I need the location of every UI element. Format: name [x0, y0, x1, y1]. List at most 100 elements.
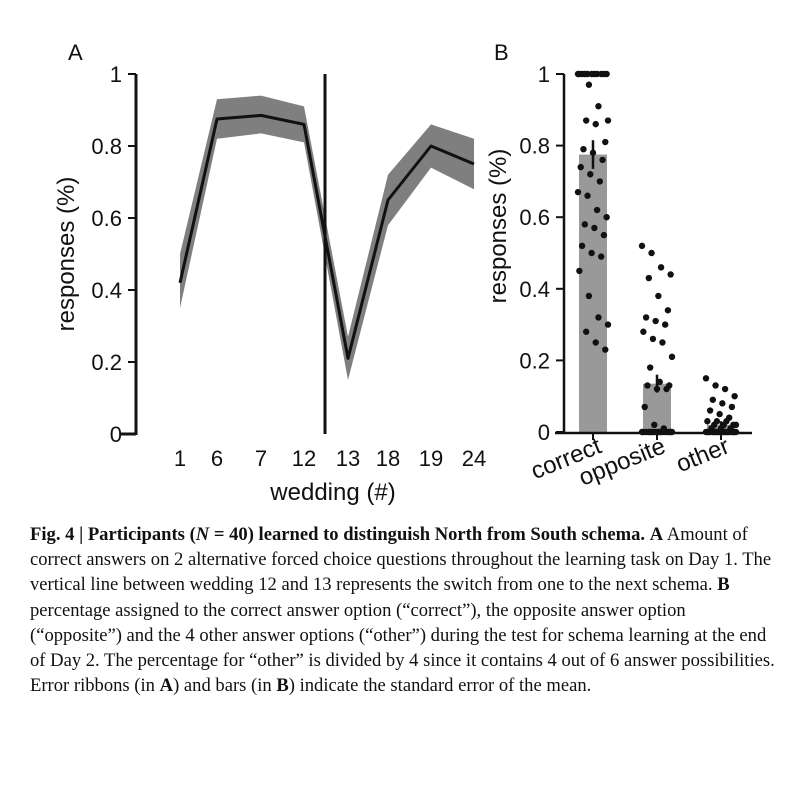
caption-fig-number: Fig. 4	[30, 524, 75, 545]
point-correct	[585, 292, 593, 300]
caption-end-text: ) indicate the standard error of the mea…	[288, 675, 592, 697]
point-opposite	[657, 264, 665, 271]
point-correct	[587, 171, 594, 178]
point-opposite	[661, 321, 669, 328]
point-correct	[602, 138, 609, 146]
panel-a-x-tick-label: 12	[292, 446, 316, 471]
caption-ref-a: A	[159, 675, 174, 697]
panel-a: A 00.20.40.60.81 1 6 7 12 13 18 19 24 wedding (…	[53, 40, 486, 506]
point-opposite	[641, 403, 648, 411]
panel-a-x-tick-label: 24	[462, 446, 486, 471]
point-correct	[591, 224, 598, 232]
point-correct	[588, 249, 595, 257]
panel-a-y-tick-label: 1	[110, 62, 122, 87]
point-correct	[597, 70, 605, 78]
panel-b-label: B	[494, 40, 509, 65]
panel-a-x-ticks: 1 6 7 12 13 18 19 24	[174, 446, 486, 471]
point-opposite	[652, 317, 659, 325]
panel-a-y-tick-label: 0	[110, 422, 122, 447]
panel-a-x-tick-label: 1	[174, 446, 186, 471]
caption-b-text: percentage assigned to the correct answe…	[30, 599, 775, 697]
point-opposite	[646, 364, 654, 371]
point-correct	[585, 81, 593, 88]
point-opposite	[638, 242, 646, 250]
point-other	[716, 410, 723, 418]
panel-a-x-tick-label: 6	[211, 446, 223, 471]
point-correct	[600, 231, 608, 239]
figure: A 00.20.40.60.81 1 6 7 12 13 18 19 24 wedding (…	[53, 40, 752, 506]
point-opposite	[659, 339, 666, 346]
point-correct	[595, 314, 602, 321]
point-other	[709, 396, 717, 403]
panel-a-y-axis-title: responses (%)	[53, 177, 80, 332]
point-correct	[576, 267, 583, 275]
point-opposite	[651, 421, 658, 429]
caption-title-b: = 40) learned to distinguish North from …	[209, 524, 646, 545]
point-opposite	[645, 274, 653, 282]
point-opposite	[667, 271, 674, 278]
point-opposite	[663, 385, 670, 393]
point-correct	[602, 346, 609, 353]
panel-a-y-tick-label: 0.2	[91, 350, 122, 375]
panel-b-y-ticks: 0 0.2 0.4 0.6 0.8 1	[519, 62, 564, 445]
point-correct	[580, 145, 587, 153]
panel-a-label: A	[68, 40, 83, 65]
point-other	[721, 385, 729, 393]
panel-b-y-tick-label: 0.8	[519, 134, 550, 159]
panel-a-y-tick-label: 0.4	[91, 278, 122, 303]
panel-a-x-axis-title: wedding (#)	[269, 479, 395, 506]
panel-a-y-ticks: 0 0.2 0.4 0.6 0.8 1	[91, 62, 136, 447]
point-other	[719, 400, 726, 407]
caption-ref-b: B	[276, 675, 289, 697]
point-correct	[577, 163, 584, 171]
caption-separator: |	[74, 524, 88, 545]
point-correct	[599, 156, 606, 164]
caption-b-label: B	[717, 574, 730, 596]
panel-a-plot-area	[178, 74, 475, 434]
panel-b-y-tick-label: 0.6	[519, 205, 550, 230]
point-opposite	[644, 382, 651, 389]
point-other	[731, 393, 738, 400]
point-correct	[593, 206, 601, 214]
caption-title: Fig. 4 | Participants (N = 40) learned t…	[30, 524, 645, 545]
panel-a-error-ribbon	[180, 95, 474, 380]
point-correct	[596, 178, 604, 185]
point-opposite	[668, 353, 676, 361]
point-other	[712, 382, 719, 389]
point-correct	[576, 70, 583, 78]
caption-a-label: A	[649, 524, 664, 545]
point-other	[728, 403, 736, 411]
point-correct	[592, 339, 599, 346]
caption-title-a: Participants (	[87, 524, 196, 545]
panel-a-x-tick-label: 13	[336, 446, 360, 471]
panel-b-y-tick-label: 1	[538, 62, 550, 87]
panel-a-y-tick-label: 0.6	[91, 206, 122, 231]
point-correct	[584, 192, 591, 199]
point-correct	[582, 117, 590, 124]
point-other	[702, 375, 710, 382]
panel-b-y-tick-label: 0	[538, 420, 550, 445]
point-opposite	[655, 292, 662, 300]
point-other	[706, 407, 714, 414]
point-correct	[574, 188, 582, 196]
point-correct	[578, 242, 586, 250]
point-correct	[595, 103, 602, 110]
caption-paragraph: Fig. 4 | Participants (N = 40) learned t…	[30, 522, 780, 698]
panel-a-x-tick-label: 7	[255, 446, 267, 471]
panel-b-plot-area	[574, 70, 740, 436]
panel-b-y-tick-label: 0.4	[519, 277, 550, 302]
point-correct	[581, 221, 589, 228]
figure-caption: Fig. 4 | Participants (N = 40) learned t…	[30, 522, 780, 698]
caption-mid-text: ) and bars (in	[173, 675, 277, 697]
point-correct	[597, 253, 605, 260]
caption-n-symbol: N	[195, 524, 210, 545]
caption-a-text: Amount of correct answers on 2 alternati…	[30, 524, 772, 596]
panel-b-x-tick-label: other	[672, 433, 733, 479]
panel-b-y-tick-label: 0.2	[519, 348, 550, 373]
point-correct	[604, 117, 612, 124]
point-opposite	[642, 314, 650, 321]
point-correct	[588, 70, 595, 78]
panel-a-y-tick-label: 0.8	[91, 134, 122, 159]
